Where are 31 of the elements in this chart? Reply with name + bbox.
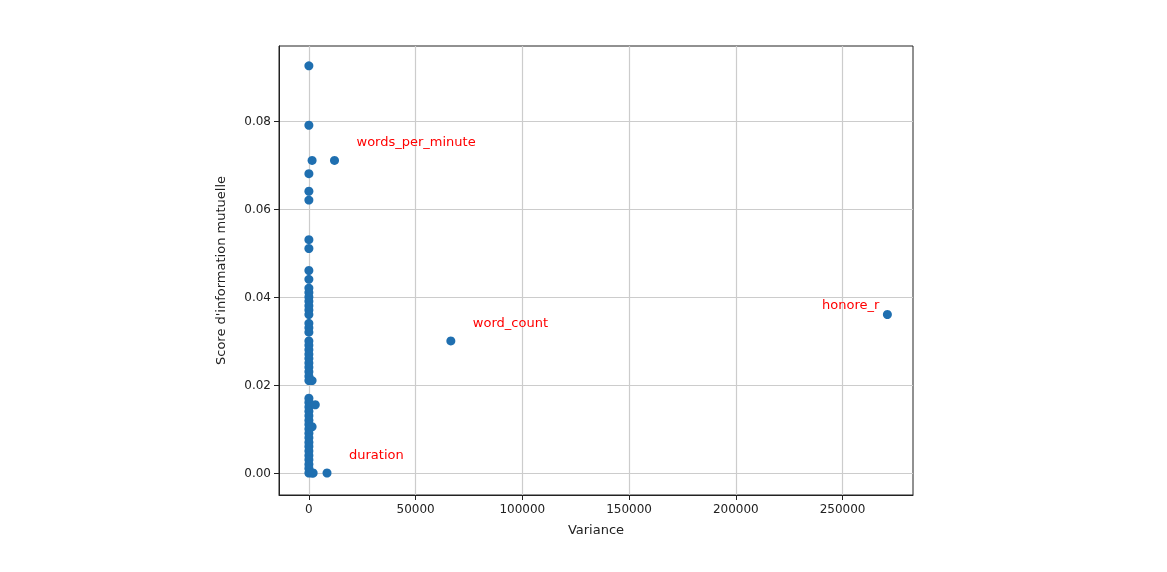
x-tick-label: 150000 [606, 502, 652, 516]
point [882, 310, 892, 320]
y-tick-label: 0.04 [244, 289, 271, 304]
point [304, 235, 314, 245]
annotation: word_count [472, 314, 548, 330]
annotation: duration [349, 446, 404, 462]
x-tick-label: 250000 [819, 502, 866, 516]
x-tick-label: 50000 [396, 502, 435, 516]
point [322, 468, 332, 478]
point [446, 336, 456, 346]
annotation: words_per_minute [356, 134, 476, 150]
y-tick-label: 0.02 [244, 377, 271, 392]
point [304, 186, 314, 196]
annotation: honore_r [822, 296, 881, 312]
x-tick-label: 0 [305, 502, 313, 516]
x-tick-label: 100000 [499, 502, 546, 516]
y-tick-label: 0.08 [244, 113, 271, 128]
point [304, 243, 314, 253]
point [330, 155, 339, 165]
point [304, 195, 314, 205]
y-axis-title: Score d'information mutuelle [213, 176, 228, 365]
point [304, 274, 314, 284]
point [304, 61, 314, 71]
y-tick-label: 0.00 [244, 465, 271, 480]
x-axis-title: Variance [567, 522, 625, 537]
point [304, 266, 314, 275]
point [304, 120, 314, 130]
point [307, 155, 317, 165]
x-tick-label: 200000 [712, 502, 759, 516]
point [304, 169, 314, 179]
y-tick-label: 0.06 [244, 201, 271, 216]
